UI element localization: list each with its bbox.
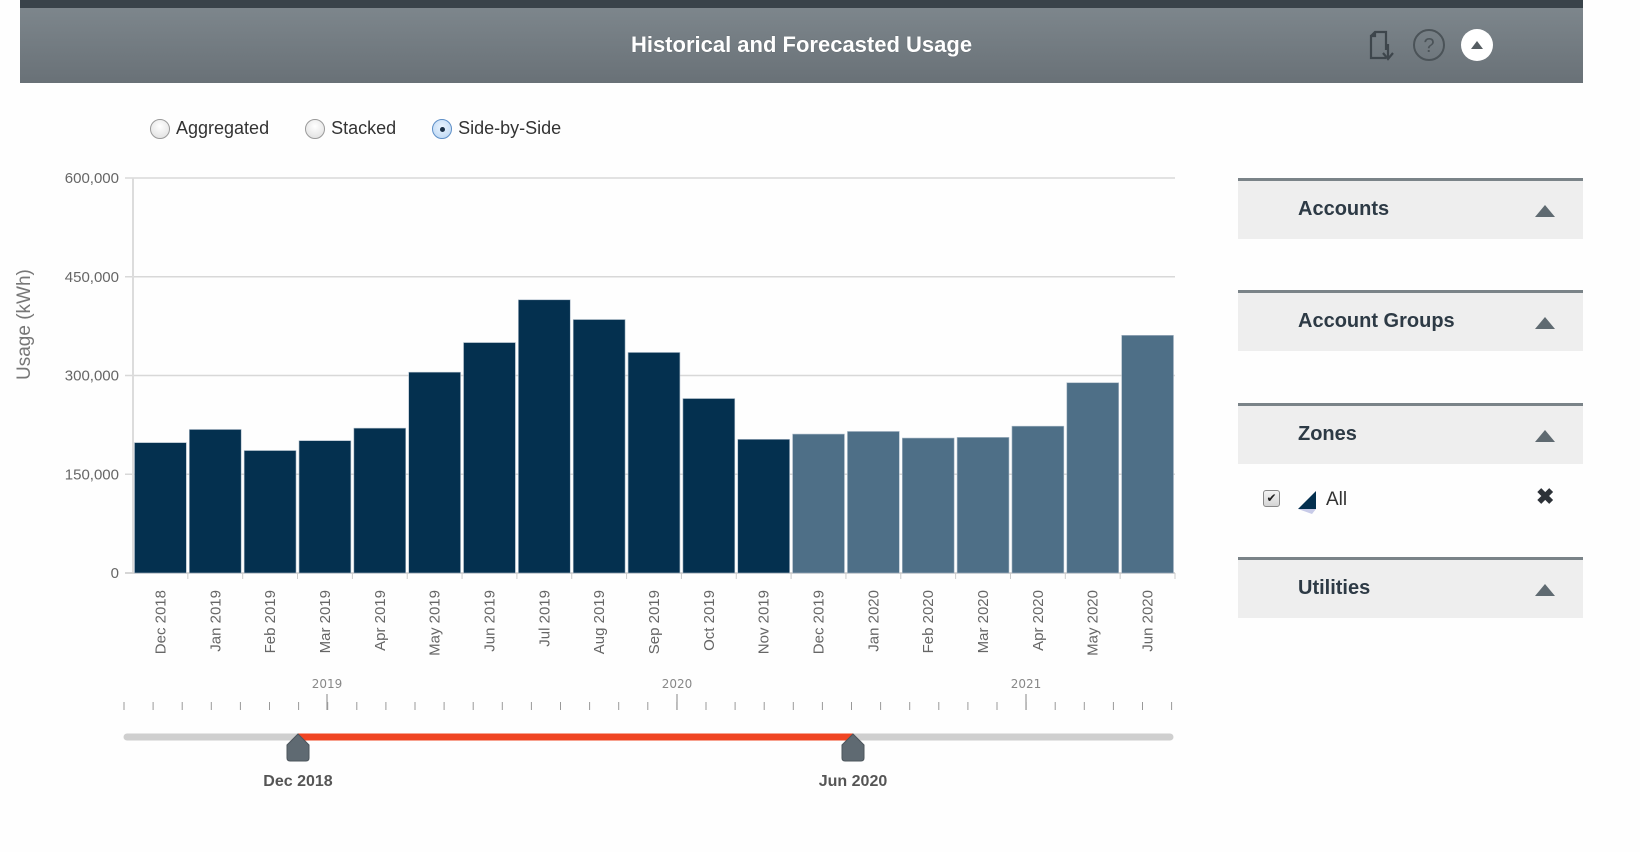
bar[interactable] bbox=[134, 442, 187, 574]
slider-start-handle[interactable] bbox=[286, 733, 310, 762]
bar[interactable] bbox=[353, 427, 407, 574]
bars bbox=[134, 299, 1174, 574]
x-tick-label: Sep 2019 bbox=[646, 590, 663, 654]
x-tick-label: Jun 2019 bbox=[481, 590, 498, 652]
x-tick-label: Dec 2018 bbox=[152, 590, 169, 654]
bar[interactable] bbox=[572, 319, 626, 574]
x-tick-label: Apr 2019 bbox=[372, 590, 389, 651]
widget-header: Historical and Forecasted Usage ? bbox=[20, 8, 1583, 83]
zone-checkbox[interactable]: ✔ bbox=[1263, 490, 1280, 507]
radio-aggregated[interactable]: Aggregated bbox=[150, 118, 269, 139]
radio-label: Aggregated bbox=[176, 118, 270, 138]
widget-title: Historical and Forecasted Usage bbox=[630, 32, 973, 57]
svg-text:?: ? bbox=[1423, 35, 1434, 57]
radio-label: Stacked bbox=[331, 118, 397, 138]
x-tick-label: Dec 2019 bbox=[811, 590, 828, 654]
radio-button-selected[interactable] bbox=[432, 118, 453, 139]
x-tick-label: Mar 2020 bbox=[975, 590, 992, 653]
timeline-ticks: 2019 2020 2021 bbox=[123, 677, 1173, 710]
bar[interactable] bbox=[518, 299, 571, 574]
top-bar bbox=[20, 0, 1583, 8]
bar[interactable] bbox=[792, 433, 845, 574]
y-axis-ticks: 0 150,000 300,000 450,000 600,000 bbox=[65, 170, 119, 582]
year-label: 2019 bbox=[312, 677, 343, 691]
bar[interactable] bbox=[901, 437, 955, 574]
year-label: 2020 bbox=[662, 677, 693, 691]
panel-title: Utilities bbox=[1298, 577, 1371, 599]
usage-bar-chart: 0 150,000 300,000 450,000 600,000 Dec 2018 Ja… bbox=[65, 170, 1176, 762]
zone-label: All bbox=[1326, 489, 1348, 510]
range-end-label: Jun 2020 bbox=[818, 773, 888, 790]
x-tick-label: May 2020 bbox=[1085, 590, 1102, 656]
y-tick-label: 600,000 bbox=[65, 170, 119, 187]
bar[interactable] bbox=[243, 450, 297, 574]
x-tick-label: Jan 2020 bbox=[865, 590, 882, 652]
x-tick-label: Jul 2019 bbox=[536, 590, 553, 647]
bar[interactable] bbox=[627, 352, 681, 574]
x-axis-labels: Dec 2018 Jan 2019 Feb 2019 Mar 2019 Apr 2019… bbox=[152, 573, 1176, 656]
collapse-triangle-icon[interactable] bbox=[1535, 430, 1555, 442]
series-color-triangle-icon bbox=[1298, 491, 1316, 514]
year-label: 2021 bbox=[1011, 677, 1042, 691]
x-tick-label: Apr 2020 bbox=[1030, 590, 1047, 651]
range-slider[interactable] bbox=[123, 733, 1174, 762]
remove-icon[interactable]: ✖ bbox=[1536, 484, 1555, 509]
bar[interactable] bbox=[298, 440, 352, 574]
help-icon[interactable]: ? bbox=[1412, 28, 1446, 62]
filter-panel-utilities[interactable]: Utilities bbox=[1238, 557, 1583, 618]
bar[interactable] bbox=[189, 429, 242, 574]
x-tick-label: Jan 2019 bbox=[207, 590, 224, 652]
y-tick-label: 450,000 bbox=[65, 269, 119, 286]
radio-side-by-side[interactable]: Side-by-Side bbox=[432, 118, 561, 139]
bar[interactable] bbox=[408, 371, 461, 574]
x-tick-label: May 2019 bbox=[427, 590, 444, 656]
slider-end-handle[interactable] bbox=[841, 733, 865, 762]
radio-button[interactable] bbox=[150, 118, 170, 139]
zone-item-all: ✔ All ✖ bbox=[1238, 480, 1583, 520]
bar[interactable] bbox=[682, 398, 736, 574]
bar[interactable] bbox=[463, 342, 516, 574]
collapse-triangle-icon[interactable] bbox=[1535, 205, 1555, 217]
radio-label: Side-by-Side bbox=[458, 118, 562, 138]
x-tick-label: Aug 2019 bbox=[591, 590, 608, 654]
y-tick-label: 0 bbox=[111, 565, 119, 582]
view-mode-radio-group: Aggregated Stacked Side-by-Side bbox=[150, 118, 597, 139]
panel-title: Account Groups bbox=[1298, 310, 1455, 332]
filter-panel-account-groups[interactable]: Account Groups bbox=[1238, 290, 1583, 351]
collapse-triangle-icon[interactable] bbox=[1535, 317, 1555, 329]
y-tick-label: 300,000 bbox=[65, 368, 119, 385]
radio-button[interactable] bbox=[305, 118, 326, 139]
bar[interactable] bbox=[956, 437, 1010, 574]
bar[interactable] bbox=[1066, 382, 1119, 574]
x-tick-label: Jun 2020 bbox=[1140, 590, 1157, 652]
panel-title: Accounts bbox=[1298, 198, 1390, 220]
radio-stacked[interactable]: Stacked bbox=[305, 118, 396, 139]
x-tick-label: Feb 2019 bbox=[262, 590, 279, 653]
export-icon[interactable] bbox=[1363, 28, 1397, 62]
bar[interactable] bbox=[847, 431, 900, 574]
bar[interactable] bbox=[737, 439, 790, 574]
collapse-triangle-icon[interactable] bbox=[1535, 584, 1555, 596]
bar[interactable] bbox=[1121, 335, 1174, 574]
x-tick-label: Feb 2020 bbox=[920, 590, 937, 653]
range-start-label: Dec 2018 bbox=[263, 773, 333, 790]
x-tick-label: Mar 2019 bbox=[317, 590, 334, 653]
filter-panel-zones[interactable]: Zones bbox=[1238, 403, 1583, 464]
x-tick-label: Oct 2019 bbox=[701, 590, 718, 651]
y-tick-label: 150,000 bbox=[65, 466, 119, 483]
panel-title: Zones bbox=[1298, 423, 1357, 445]
collapse-icon[interactable] bbox=[1460, 28, 1494, 62]
x-tick-label: Nov 2019 bbox=[756, 590, 773, 654]
filter-panel-accounts[interactable]: Accounts bbox=[1238, 178, 1583, 239]
bar[interactable] bbox=[1011, 425, 1065, 574]
